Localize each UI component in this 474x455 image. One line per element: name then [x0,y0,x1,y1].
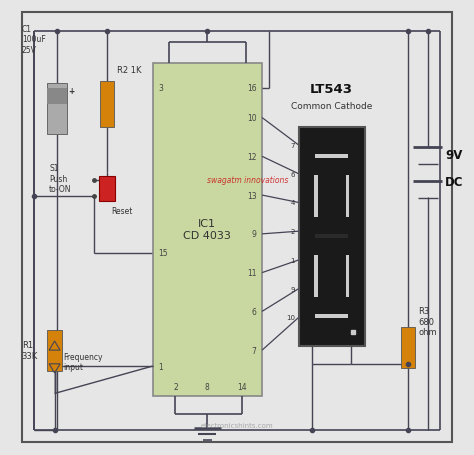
Text: swagatm innovations: swagatm innovations [207,175,289,184]
Text: C1
100uF
25V: C1 100uF 25V [22,25,46,55]
Bar [315,314,348,318]
Text: Frequency
input: Frequency input [64,352,103,371]
Bar [153,64,262,396]
Text: 9V: 9V [445,148,462,161]
Text: 13: 13 [247,191,256,200]
Text: Common Cathode: Common Cathode [291,102,372,111]
Text: 3: 3 [158,84,163,93]
Text: 6: 6 [291,171,295,177]
Text: 14: 14 [237,382,246,391]
Bar [314,256,318,297]
Bar [99,177,115,202]
Bar [47,89,67,105]
Bar [47,84,67,134]
Text: 15: 15 [158,248,168,258]
Bar [401,328,415,369]
Text: 4: 4 [291,200,295,206]
Text: 2: 2 [173,382,178,391]
Text: 10: 10 [286,315,295,321]
Text: 9: 9 [291,286,295,292]
Text: 7: 7 [252,346,256,355]
Text: DC: DC [445,176,464,188]
Text: 2: 2 [291,229,295,235]
Text: 10: 10 [247,114,256,123]
Text: R2 1K: R2 1K [117,66,142,75]
Text: 6: 6 [252,307,256,316]
Bar [314,176,318,217]
Text: 11: 11 [247,268,256,278]
Text: 16: 16 [247,84,256,93]
Bar [346,256,349,297]
Bar [315,155,348,159]
Bar [299,127,365,346]
Text: 8: 8 [205,382,210,391]
Text: 7: 7 [291,142,295,149]
Text: R3
680
ohm: R3 680 ohm [418,307,437,336]
Text: 12: 12 [247,152,256,162]
Text: LT543: LT543 [310,83,353,96]
Text: S1
Push
to-ON: S1 Push to-ON [49,164,72,193]
Text: Reset: Reset [111,207,133,216]
Text: IC1
CD 4033: IC1 CD 4033 [183,219,231,241]
Bar [47,330,62,371]
Text: +: + [69,86,75,96]
Text: 1: 1 [158,362,163,371]
Bar [315,235,348,238]
Text: R1
33K: R1 33K [22,341,38,360]
Text: 1: 1 [291,258,295,263]
Bar [100,82,114,127]
Text: 9: 9 [252,230,256,239]
Text: electronicshints.com: electronicshints.com [201,422,273,429]
Bar [346,176,349,217]
